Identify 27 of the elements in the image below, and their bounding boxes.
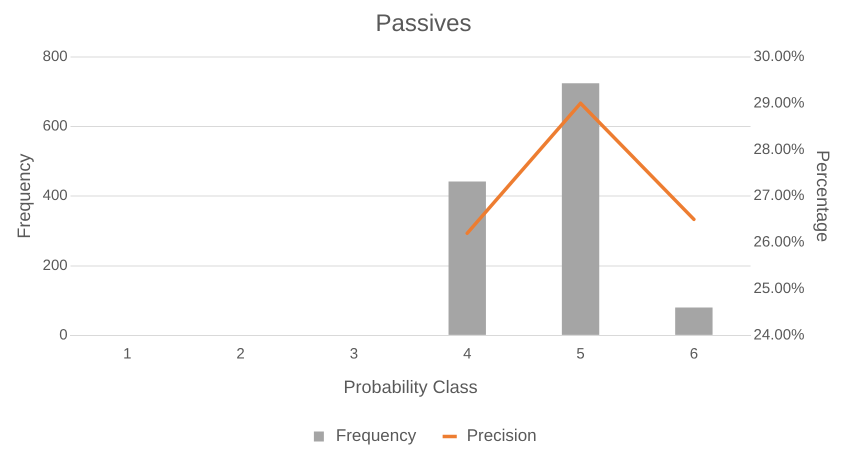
bar	[448, 181, 486, 335]
y-tick-label: 600	[42, 118, 68, 135]
x-tick-label: 2	[236, 346, 245, 363]
y-tick-label: 0	[59, 326, 68, 344]
y2-axis-title: Percentage	[813, 150, 834, 242]
x-tick-label: 3	[350, 346, 358, 363]
y2-tick-label: 30.00%	[754, 48, 804, 65]
y-tick-label: 800	[42, 48, 68, 65]
bar	[675, 308, 713, 335]
y2-tick-label: 27.00%	[754, 187, 804, 204]
legend-label: Precision	[466, 426, 537, 446]
y2-tick-label: 24.00%	[754, 326, 804, 344]
bar	[562, 83, 600, 335]
y2-tick-label: 28.00%	[754, 140, 804, 158]
x-tick-label: 5	[576, 346, 585, 363]
y-axis-title: Frequency	[14, 154, 34, 239]
y2-tick-label: 26.00%	[754, 234, 804, 251]
y2-tick-label: 25.00%	[754, 280, 804, 298]
y2-tick-label: 29.00%	[754, 94, 804, 112]
x-tick-label: 4	[463, 346, 472, 363]
x-axis-title: Probability Class	[344, 377, 478, 398]
legend-label: Frequency	[336, 426, 417, 446]
chart-title: Passives	[375, 10, 472, 38]
y-tick-label: 400	[42, 187, 68, 204]
x-tick-label: 6	[690, 346, 698, 363]
x-tick-label: 1	[123, 346, 132, 363]
y-tick-label: 200	[42, 256, 68, 274]
